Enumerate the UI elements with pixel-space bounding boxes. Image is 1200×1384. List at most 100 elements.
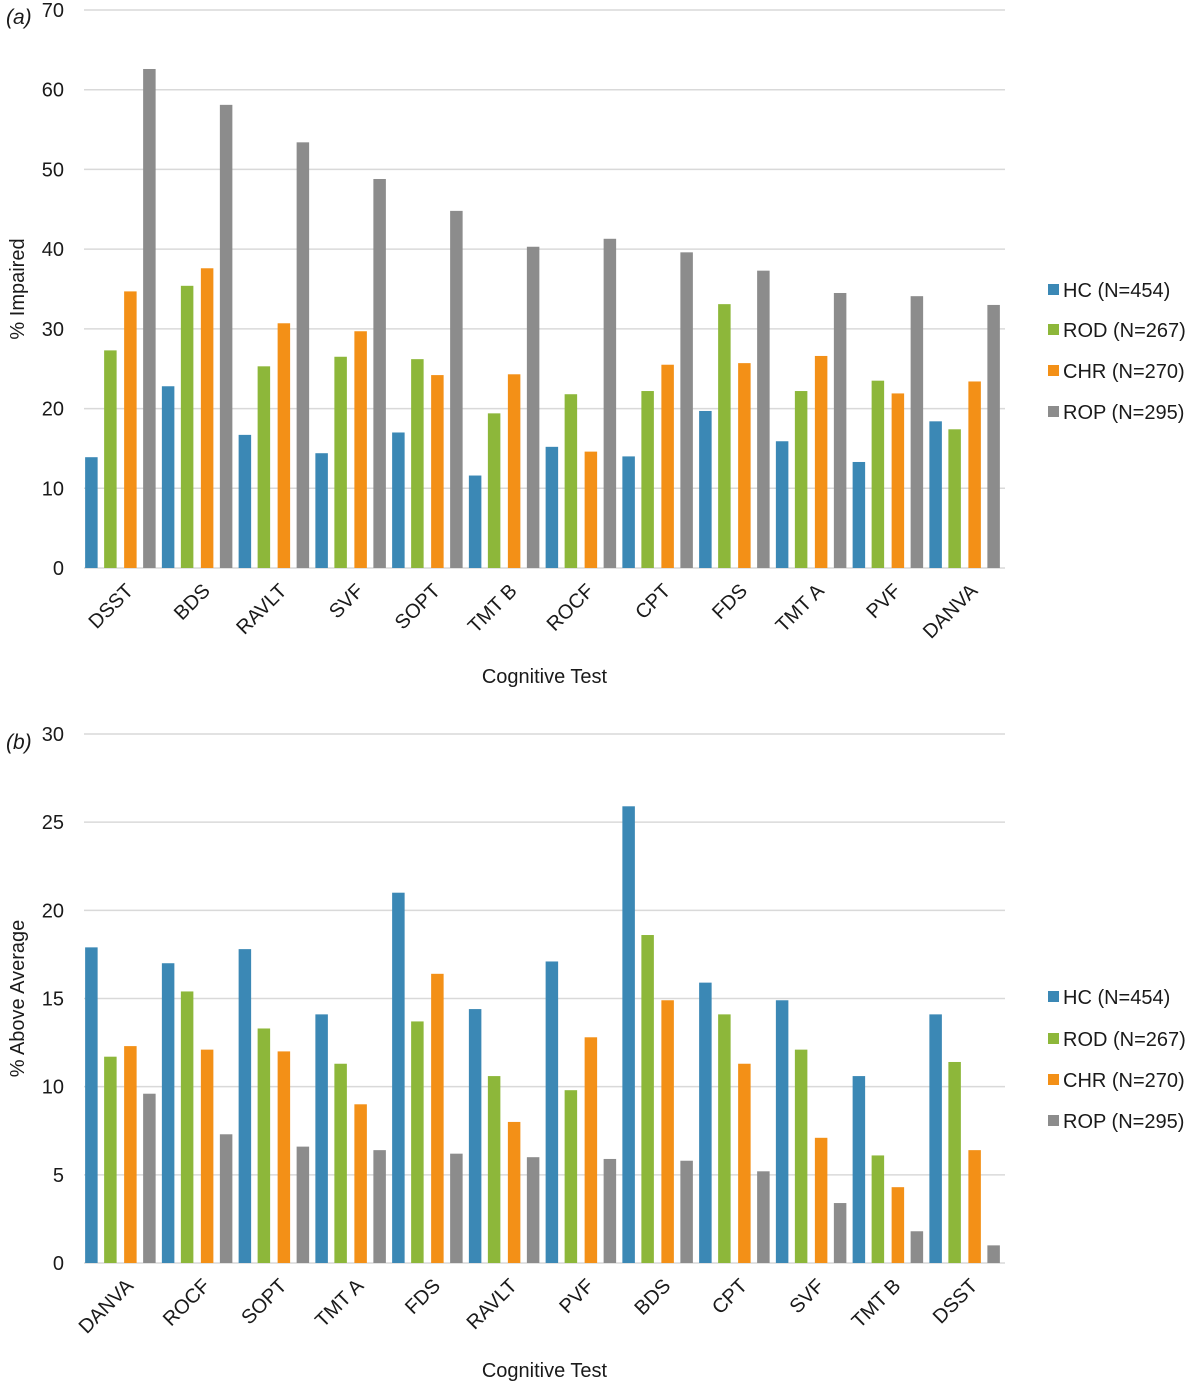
bar-rop-rocf	[603, 238, 617, 568]
bar-hc-tmt-b	[852, 1076, 866, 1263]
bar-chr-dsst	[124, 291, 137, 568]
bar-rop-sopt	[296, 1146, 310, 1263]
bar-chr-bds	[661, 1000, 674, 1263]
x-tick-label: TMT A	[772, 580, 829, 637]
bar-rod-pvf	[871, 380, 885, 568]
bar-rop-tmt-a	[833, 292, 847, 568]
x-tick-label: SOPT	[237, 1275, 291, 1329]
x-tick-label: PVF	[862, 580, 905, 623]
bar-rop-tmt-b	[910, 1231, 924, 1263]
bar-rop-cpt	[680, 252, 693, 568]
x-tick-label: DSST	[85, 580, 138, 633]
x-tick-label: DANVA	[919, 580, 983, 644]
bar-chr-ravlt	[507, 1121, 521, 1263]
legend-label-rod: ROD (N=267)	[1063, 1029, 1186, 1051]
x-tick-label: ROCF	[159, 1275, 215, 1331]
x-tick-label: DSST	[929, 1275, 982, 1328]
bar-rop-pvf	[910, 296, 924, 568]
y-tick-label: 0	[53, 558, 64, 580]
x-tick-label: TMT A	[311, 1275, 368, 1332]
bar-hc-danva	[85, 947, 98, 1263]
bar-rop-tmt-a	[373, 1150, 386, 1263]
bar-rod-cpt	[718, 1014, 731, 1263]
bar-rod-dsst	[104, 350, 117, 568]
bar-hc-svf	[775, 1000, 789, 1263]
bar-rop-svf	[833, 1203, 847, 1263]
panel-b: 0 5 10 15 20 25 30 (b) DANVA ROCF SOPT TMT A FDS RAVL…	[6, 724, 1186, 1382]
bar-chr-tmt-b	[891, 1187, 905, 1263]
bar-rod-ravlt	[487, 1076, 501, 1263]
y-tick-label: 30	[42, 724, 64, 746]
bar-chr-cpt	[661, 364, 674, 568]
bar-chr-rocf	[584, 451, 598, 568]
bar-rod-tmt-a	[334, 1063, 347, 1263]
x-tick-label: SOPT	[391, 580, 445, 634]
legend-swatch-chr	[1048, 1074, 1059, 1085]
y-tick-label: 5	[53, 1165, 64, 1187]
bar-hc-fds	[392, 892, 405, 1263]
bar-chr-ravlt	[277, 323, 291, 568]
bar-hc-pvf	[545, 961, 559, 1263]
bar-hc-svf	[315, 453, 328, 568]
panel-label: (a)	[6, 6, 32, 29]
bar-hc-sopt	[238, 949, 252, 1263]
y-axis-title: % Impaired	[7, 238, 29, 339]
x-tick-label: CPT	[631, 580, 675, 624]
bar-chr-tmt-a	[814, 355, 828, 568]
x-axis-title: Cognitive Test	[482, 666, 608, 688]
bar-rod-danva	[948, 429, 961, 568]
bar-rop-danva	[987, 304, 1000, 568]
bar-rop-rocf	[219, 1134, 233, 1263]
legend-label-rop: ROP (N=295)	[1063, 1111, 1184, 1133]
x-tick-label: ROCF	[543, 580, 599, 636]
x-tick-label: RAVLT	[232, 580, 291, 639]
legend-swatch-rod	[1048, 324, 1059, 335]
y-tick-label: 30	[42, 319, 64, 341]
x-tick-label: SVF	[786, 1275, 829, 1318]
bar-rop-dsst	[987, 1245, 1000, 1263]
bar-chr-danva	[968, 381, 981, 568]
legend-swatch-rod	[1048, 1033, 1059, 1044]
legend-label-chr: CHR (N=270)	[1063, 361, 1185, 383]
y-tick-label: 25	[42, 812, 64, 834]
bar-rop-cpt	[757, 1171, 770, 1263]
legend-label-rod: ROD (N=267)	[1063, 320, 1186, 342]
bar-rop-bds	[219, 104, 233, 569]
bar-rod-rocf	[180, 991, 194, 1263]
bar-rop-tmt-b	[526, 246, 540, 568]
bar-rop-sopt	[450, 210, 463, 568]
x-tick-label: RAVLT	[463, 1275, 522, 1334]
x-tick-label: PVF	[555, 1275, 598, 1318]
bar-rop-ravlt	[526, 1157, 540, 1263]
bar-hc-tmt-a	[775, 441, 789, 568]
x-tick-label: CPT	[708, 1275, 752, 1319]
bar-rop-svf	[373, 178, 386, 568]
bar-rod-cpt	[641, 391, 654, 568]
bar-rod-fds	[718, 304, 731, 568]
legend-label-chr: CHR (N=270)	[1063, 1070, 1185, 1092]
bar-hc-dsst	[85, 457, 98, 568]
bar-chr-tmt-a	[354, 1104, 367, 1263]
bar-rop-danva	[143, 1093, 156, 1263]
panel-label: (b)	[6, 731, 32, 754]
bar-chr-svf	[354, 331, 367, 568]
legend-label-rop: ROP (N=295)	[1063, 402, 1184, 424]
bar-hc-rocf	[161, 963, 175, 1263]
y-tick-label: 10	[42, 478, 64, 500]
bar-rop-bds	[680, 1160, 693, 1263]
bar-rop-pvf	[603, 1158, 617, 1263]
bar-hc-fds	[699, 410, 712, 568]
bar-hc-sopt	[392, 432, 405, 568]
x-tick-label: BDS	[170, 580, 215, 625]
bar-hc-bds	[161, 386, 175, 568]
bar-rod-fds	[411, 1021, 424, 1263]
bar-hc-ravlt	[468, 1009, 482, 1263]
bar-hc-dsst	[929, 1014, 942, 1263]
bar-rod-dsst	[948, 1061, 961, 1263]
legend-swatch-rop	[1048, 406, 1059, 417]
bar-chr-pvf	[584, 1037, 598, 1263]
bar-rod-rocf	[564, 394, 578, 568]
bar-rod-sopt	[257, 1028, 271, 1263]
bar-rop-ravlt	[296, 142, 310, 568]
